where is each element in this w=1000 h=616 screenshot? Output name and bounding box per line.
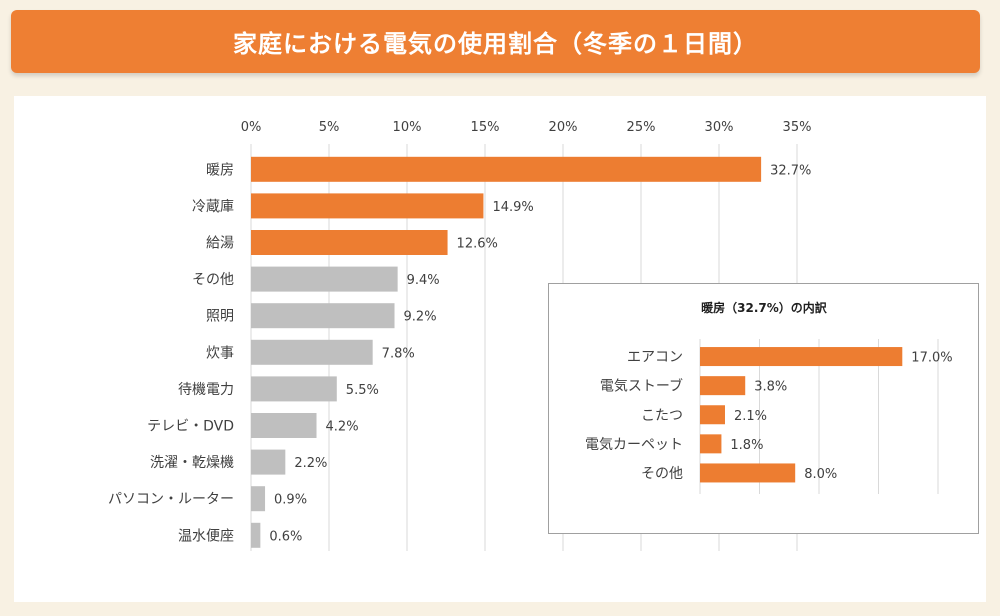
bar	[251, 156, 762, 182]
page-title: 家庭における電気の使用割合（冬季の１日間）	[233, 30, 758, 58]
x-tick-label: 10%	[393, 120, 422, 135]
data-label: 2.1%	[734, 409, 767, 424]
category-label: 電気カーペット	[585, 437, 683, 453]
category-label: 待機電力	[178, 382, 234, 398]
data-label: 14.9%	[492, 200, 533, 215]
bar	[251, 230, 448, 255]
chart-panel: 0% 5% 10% 15% 20% 25% 30% 35% 暖房 32.7% 冷蔵庫 14.9% 給湯 1…	[14, 96, 986, 602]
x-tick-label: 30%	[705, 120, 734, 135]
category-label: パソコン・ルーター	[108, 492, 234, 508]
data-label: 3.8%	[754, 380, 787, 395]
data-label: 0.6%	[269, 529, 302, 544]
bar	[251, 266, 398, 292]
data-label: 32.7%	[770, 163, 811, 178]
x-tick-label: 0%	[241, 120, 262, 135]
data-label: 17.0%	[911, 351, 952, 366]
data-label: 0.9%	[274, 493, 307, 508]
data-label: 7.8%	[382, 346, 415, 361]
bar	[700, 405, 725, 425]
bar	[251, 449, 286, 475]
category-label: 電気ストーブ	[600, 378, 683, 395]
category-label: 洗濯・乾燥機	[150, 455, 234, 471]
bar	[700, 463, 796, 483]
category-label: その他	[192, 272, 234, 288]
category-label: テレビ・DVD	[147, 419, 234, 435]
data-label: 9.4%	[407, 273, 440, 288]
inset-chart-box: 暖房（32.7%）の内訳エアコン 17.0% 電気ストーブ 3.8% こたつ 2.1% 電気…	[548, 283, 979, 534]
main-bar-chart: 0% 5% 10% 15% 20% 25% 30% 35% 暖房 32.7% 冷蔵庫 14.9% 給湯 1…	[108, 120, 812, 551]
category-label: 照明	[206, 309, 234, 325]
data-label: 9.2%	[404, 310, 437, 325]
bar	[251, 522, 261, 548]
bar	[251, 413, 317, 438]
bar	[251, 303, 395, 329]
bar	[251, 376, 337, 402]
data-label: 5.5%	[346, 383, 379, 398]
category-label: 暖房	[206, 162, 234, 178]
data-label: 1.8%	[730, 438, 763, 453]
category-label: 炊事	[206, 345, 234, 361]
x-tick-label: 35%	[783, 120, 812, 135]
bar	[700, 376, 746, 396]
category-label: こたつ	[641, 408, 683, 424]
x-tick-label: 5%	[319, 120, 340, 135]
category-label: エアコン	[627, 350, 683, 366]
bar	[251, 339, 373, 365]
category-label: 給湯	[206, 235, 234, 252]
inset-title: 暖房（32.7%）の内訳	[701, 300, 828, 315]
title-banner: 家庭における電気の使用割合（冬季の１日間）	[11, 10, 980, 73]
data-label: 12.6%	[457, 237, 498, 252]
data-label: 8.0%	[804, 467, 837, 482]
data-label: 2.2%	[294, 456, 327, 471]
bar	[251, 486, 266, 512]
category-label: その他	[641, 466, 683, 482]
x-tick-label: 20%	[549, 120, 578, 135]
bar	[251, 193, 484, 219]
x-tick-label: 25%	[627, 120, 656, 135]
category-label: 冷蔵庫	[192, 198, 234, 215]
x-tick-label: 15%	[471, 120, 500, 135]
bar	[700, 434, 722, 454]
category-label: 温水便座	[178, 528, 234, 544]
bar	[700, 347, 903, 367]
data-label: 4.2%	[326, 420, 359, 435]
